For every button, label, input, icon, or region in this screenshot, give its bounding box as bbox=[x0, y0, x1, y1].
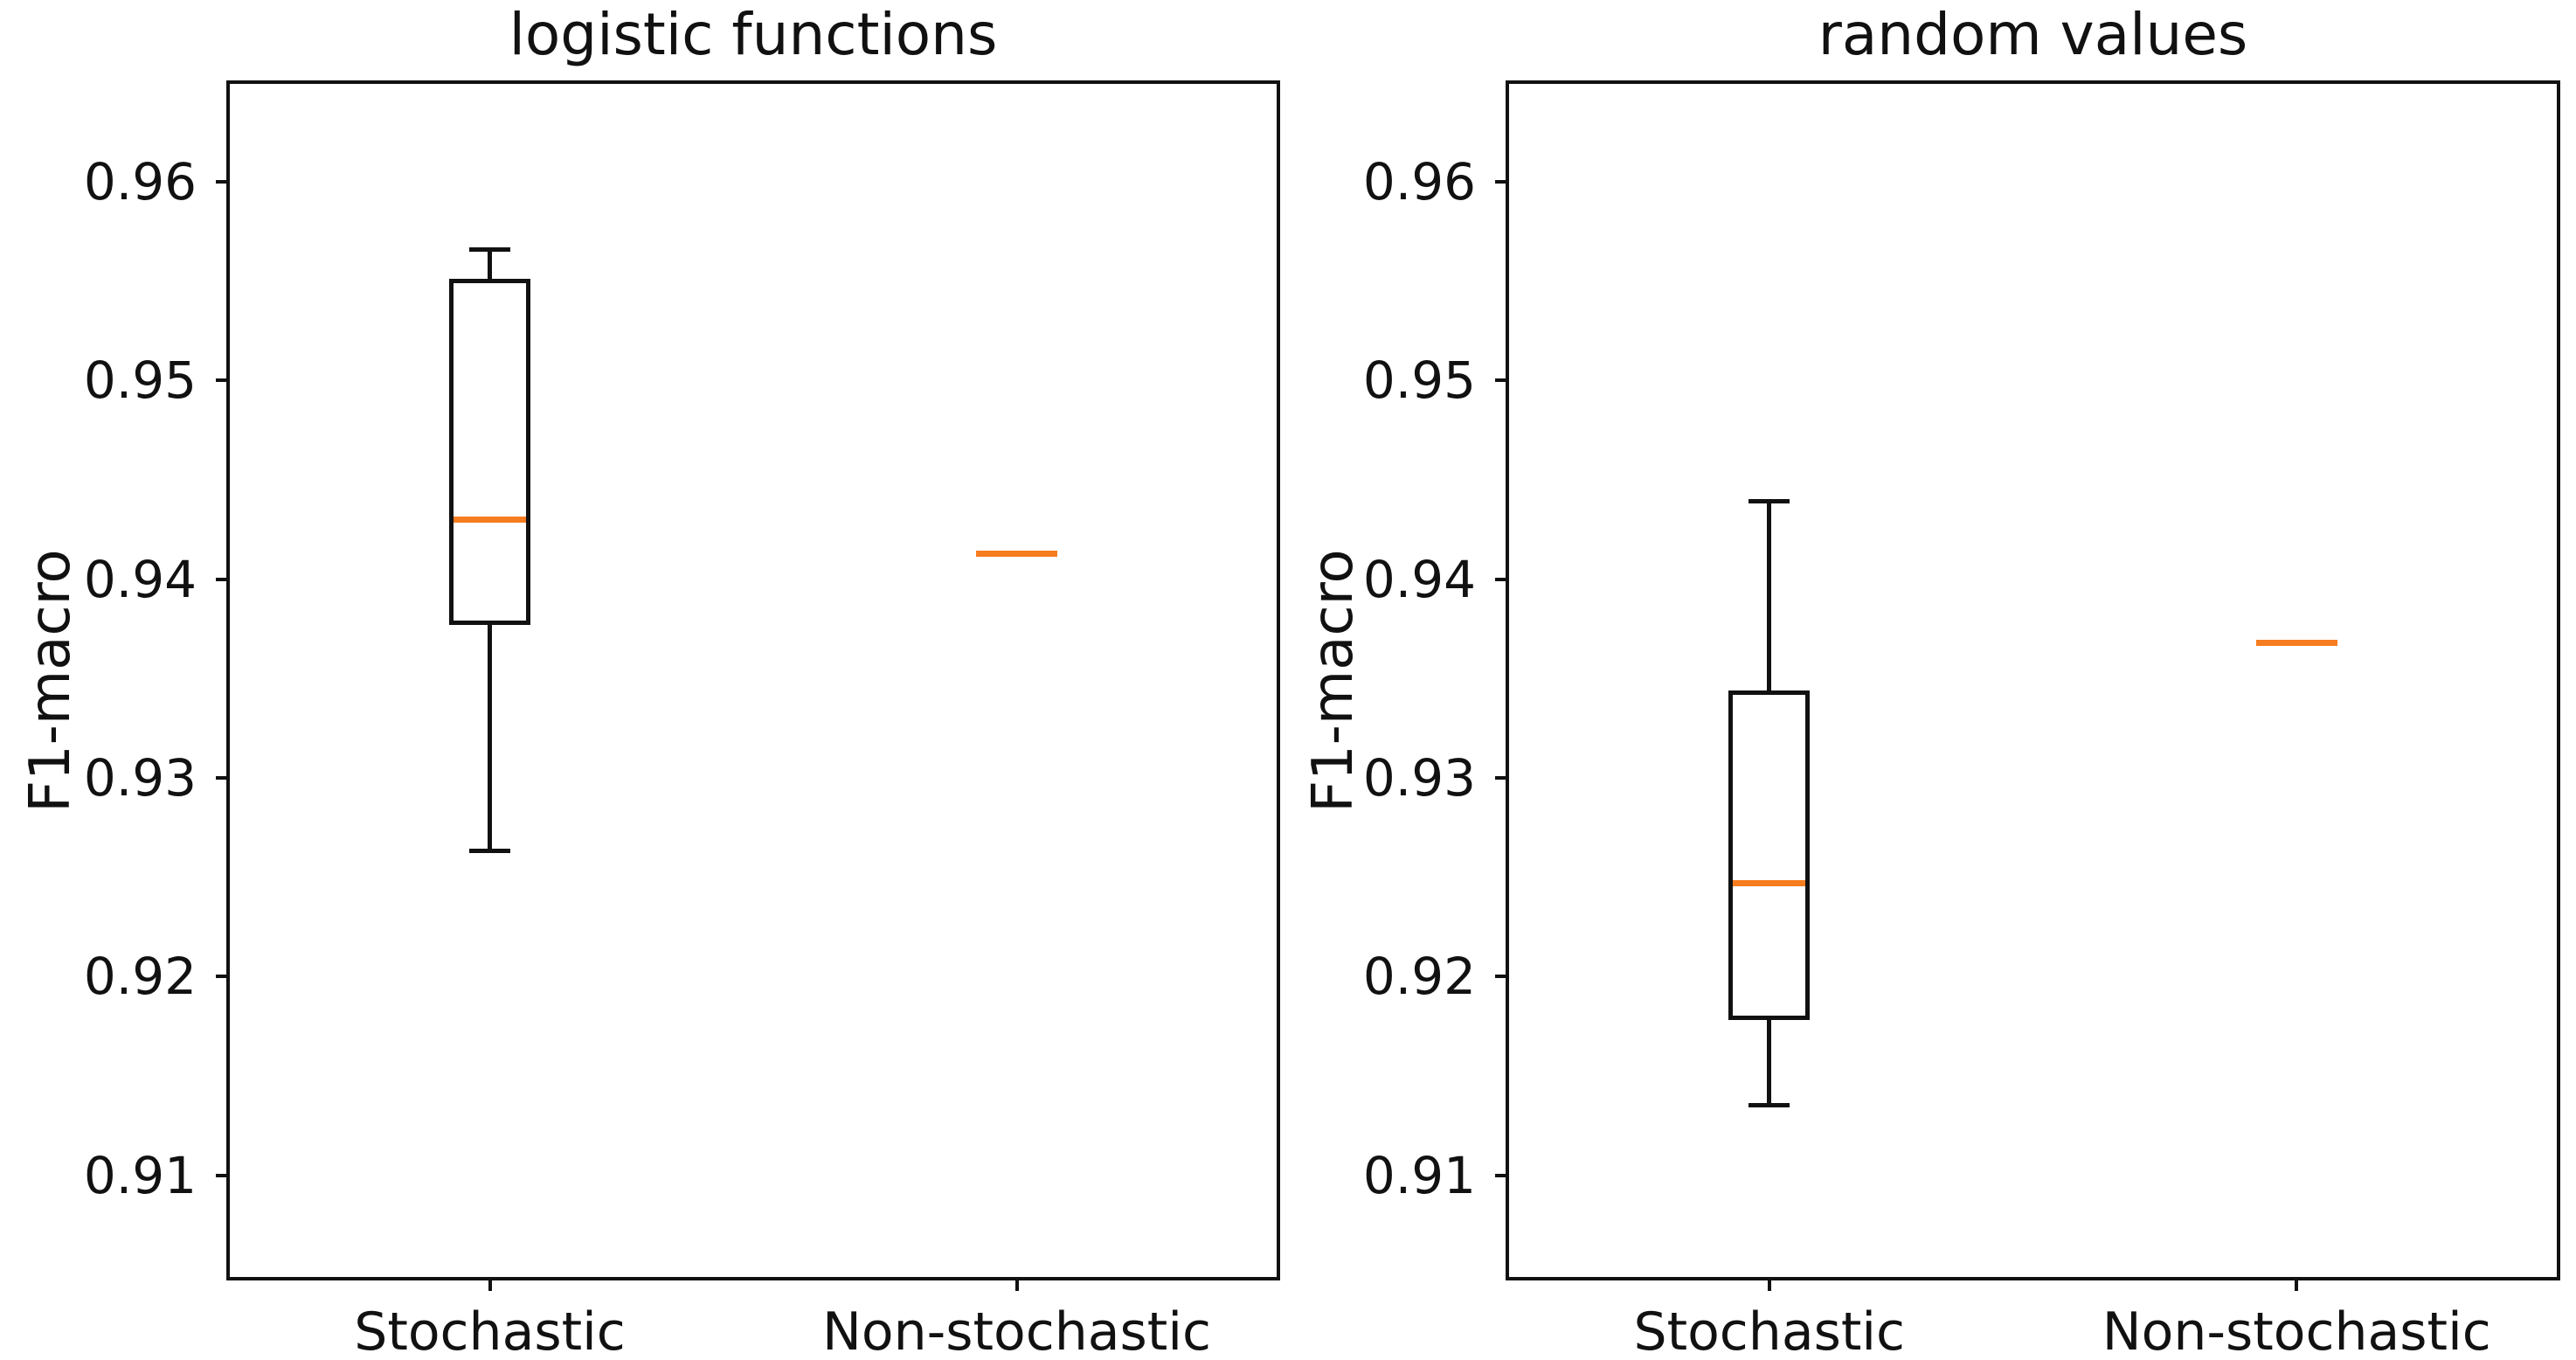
y-tick-label: 0.95 bbox=[83, 350, 197, 411]
whisker-line bbox=[488, 249, 492, 280]
y-tick-mark bbox=[1495, 775, 1506, 780]
x-tick-label: Non-stochastic bbox=[2102, 1301, 2491, 1360]
y-tick-mark bbox=[1495, 1173, 1506, 1177]
y-tick-mark bbox=[216, 775, 226, 780]
y-tick-label: 0.96 bbox=[1362, 151, 1476, 212]
y-tick-mark bbox=[216, 378, 226, 383]
whisker-cap bbox=[1748, 499, 1790, 504]
x-tick-label: Stochastic bbox=[1633, 1301, 1906, 1360]
median-line bbox=[976, 550, 1057, 557]
x-tick-mark bbox=[1014, 1280, 1019, 1291]
median-line bbox=[454, 516, 526, 523]
median-line bbox=[1733, 879, 1806, 886]
y-tick-mark bbox=[216, 975, 226, 979]
y-tick-label: 0.91 bbox=[1362, 1145, 1476, 1205]
y-tick-mark bbox=[1495, 975, 1506, 979]
y-tick-label: 0.91 bbox=[83, 1145, 197, 1205]
y-tick-label: 0.96 bbox=[83, 151, 197, 212]
y-tick-mark bbox=[216, 179, 226, 184]
y-tick-label: 0.95 bbox=[1362, 350, 1476, 411]
whisker-cap bbox=[469, 849, 510, 854]
x-tick-label: Stochastic bbox=[354, 1301, 626, 1360]
y-tick-label: 0.92 bbox=[1362, 947, 1476, 1007]
median-line bbox=[2255, 639, 2337, 646]
subplot-title: random values bbox=[1818, 1, 2248, 68]
y-tick-mark bbox=[216, 577, 226, 581]
box-rect bbox=[449, 279, 530, 625]
y-tick-label: 0.93 bbox=[83, 747, 197, 808]
y-tick-label: 0.92 bbox=[83, 947, 197, 1007]
x-tick-label: Non-stochastic bbox=[822, 1301, 1211, 1360]
subplot-title: logistic functions bbox=[509, 1, 998, 68]
x-tick-mark bbox=[1767, 1280, 1771, 1291]
y-tick-label: 0.94 bbox=[83, 549, 197, 609]
y-tick-label: 0.93 bbox=[1362, 747, 1476, 808]
whisker-cap bbox=[469, 246, 510, 252]
x-tick-mark bbox=[2295, 1280, 2299, 1291]
y-tick-mark bbox=[1495, 577, 1506, 581]
box-rect bbox=[1728, 690, 1811, 1021]
whisker-cap bbox=[1748, 1103, 1790, 1108]
x-tick-mark bbox=[488, 1280, 492, 1291]
whisker-line bbox=[488, 624, 492, 851]
y-tick-mark bbox=[1495, 179, 1506, 184]
axes-frame bbox=[226, 80, 1280, 1280]
y-tick-mark bbox=[216, 1173, 226, 1177]
whisker-line bbox=[1767, 501, 1772, 690]
whisker-line bbox=[1767, 1020, 1772, 1106]
y-tick-label: 0.94 bbox=[1362, 549, 1476, 609]
y-tick-mark bbox=[1495, 378, 1506, 383]
axes-frame bbox=[1506, 80, 2560, 1280]
